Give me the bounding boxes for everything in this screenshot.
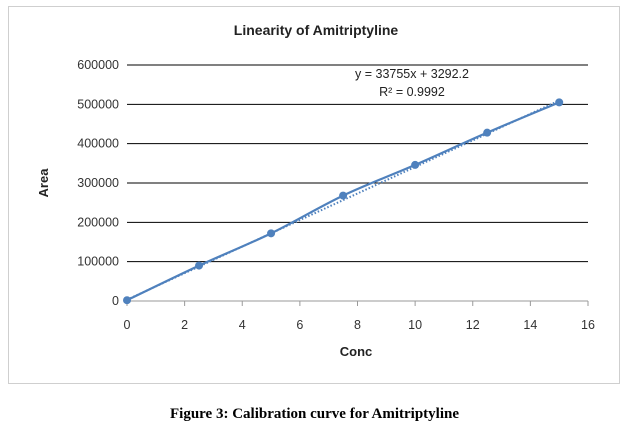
chart-title: Linearity of Amitriptyline — [234, 22, 399, 38]
data-point — [339, 191, 348, 200]
data-point — [483, 128, 492, 137]
x-tick-label: 10 — [408, 318, 422, 332]
x-axis-title: Conc — [340, 344, 373, 359]
data-series — [123, 98, 564, 305]
y-tick-label: 500000 — [77, 97, 119, 111]
axes — [126, 300, 589, 306]
tick-labels: 0 100000 200000 300000 400000 500000 600000 0 2 4… — [77, 58, 595, 332]
y-tick-label: 600000 — [77, 58, 119, 72]
y-tick-label: 300000 — [77, 176, 119, 190]
x-tick-label: 16 — [581, 318, 595, 332]
figure-caption: Figure 3: Calibration curve for Amitript… — [170, 406, 459, 422]
data-point — [123, 296, 131, 305]
data-point — [411, 160, 420, 169]
y-tick-label: 200000 — [77, 215, 119, 229]
data-point — [195, 261, 204, 270]
chart-frame — [8, 6, 620, 384]
calibration-chart: 0 100000 200000 300000 400000 500000 600000 0 2 4… — [36, 22, 595, 359]
x-tick-label: 4 — [239, 318, 246, 332]
data-point — [555, 98, 564, 107]
x-tick-label: 6 — [296, 318, 303, 332]
y-tick-label: 0 — [112, 294, 119, 308]
x-tick-label: 0 — [124, 318, 131, 332]
x-tick-label: 2 — [181, 318, 188, 332]
x-tick-label: 8 — [354, 318, 361, 332]
data-point — [267, 229, 276, 238]
x-tick-label: 14 — [523, 318, 537, 332]
r-squared-label: R² = 0.9992 — [379, 85, 445, 99]
x-tick-label: 12 — [466, 318, 480, 332]
y-tick-label: 100000 — [77, 255, 119, 269]
gridlines — [127, 64, 588, 263]
y-axis-title: Area — [36, 168, 51, 198]
trendline-equation: y = 33755x + 3292.2 — [355, 67, 469, 81]
y-tick-label: 400000 — [77, 137, 119, 151]
